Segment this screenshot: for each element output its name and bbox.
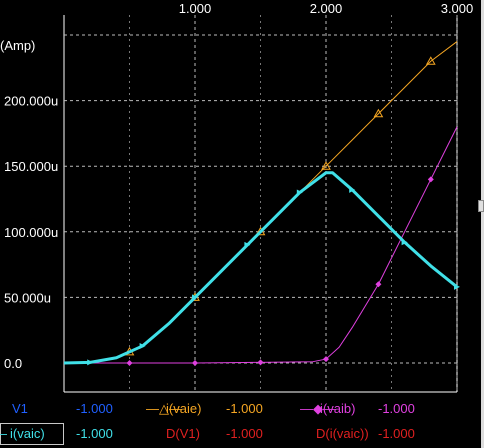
legend-dvaic-label[interactable]: D(i(vaic)) <box>316 426 369 441</box>
series-line-ivaic <box>63 171 458 365</box>
legend-vaib-value: -1.000 <box>378 401 415 416</box>
legend-row-2: — i(vaic) -1.000 D(V1) -1.000 D(i(vaic))… <box>0 423 484 445</box>
legend-dvaic-value: -1.000 <box>378 426 415 441</box>
legend-v1-label[interactable]: V1 <box>12 401 28 416</box>
series-point <box>373 108 384 118</box>
window-edge <box>481 0 484 448</box>
series-group <box>63 41 460 366</box>
x-tick-label: 2.000 <box>310 1 343 16</box>
legend-vaie-label[interactable]: i(vaie) <box>166 401 202 416</box>
series-point <box>244 241 251 248</box>
legend-vaic-marker-icon: — <box>0 426 7 441</box>
y-tick-label: 0.0 <box>4 356 22 371</box>
series-point <box>192 360 198 366</box>
y-tick-label: 50.000u <box>4 290 51 305</box>
legend-dv1-value: -1.000 <box>226 426 263 441</box>
y-unit-label: (Amp) <box>0 38 35 53</box>
grid <box>63 15 458 393</box>
series-point <box>349 186 356 193</box>
series-point <box>454 283 460 290</box>
series-point <box>87 359 94 366</box>
resize-handle-icon[interactable] <box>478 200 484 212</box>
legend-vaic-label[interactable]: i(vaic) <box>10 426 45 441</box>
series-point <box>296 189 303 196</box>
y-tick-label: 100.000u <box>4 225 58 240</box>
y-tick-label: 200.000u <box>4 94 58 109</box>
series-point <box>192 294 198 301</box>
series-point <box>321 161 331 170</box>
x-tick-label: 3.000 <box>441 1 474 16</box>
legend-dv1-label[interactable]: D(V1) <box>166 426 200 441</box>
series-line-ivaib <box>64 126 458 364</box>
series-point <box>126 360 133 366</box>
legend-vaic-value: -1.000 <box>76 426 113 441</box>
series-point <box>257 359 264 366</box>
legend-v1-value: -1.000 <box>76 401 113 416</box>
legend-selection-box <box>0 423 64 445</box>
series-point <box>375 281 382 288</box>
y-tick-labels: 0.0 50.000u 100.000u 150.000u 200.000u <box>4 94 58 371</box>
series-point <box>427 176 434 183</box>
y-tick-label: 150.000u <box>4 159 58 174</box>
x-tick-label: 1.000 <box>179 1 212 16</box>
series-point <box>425 56 436 65</box>
legend-vaie-value: -1.000 <box>226 401 263 416</box>
legend-vaib-marker-icon: —◆— <box>300 401 336 416</box>
legend-vaib-label[interactable]: i(vaib) <box>320 401 356 416</box>
series-point <box>401 239 408 246</box>
x-tick-labels: 1.000 2.000 3.000 <box>179 1 474 16</box>
legend-vaie-marker-icon: —△— <box>146 401 182 416</box>
legend-row-1: V1 -1.000 —△— i(vaie) -1.000 —◆— i(vaib)… <box>0 398 484 420</box>
series-point <box>323 356 329 363</box>
series-point <box>139 342 146 349</box>
